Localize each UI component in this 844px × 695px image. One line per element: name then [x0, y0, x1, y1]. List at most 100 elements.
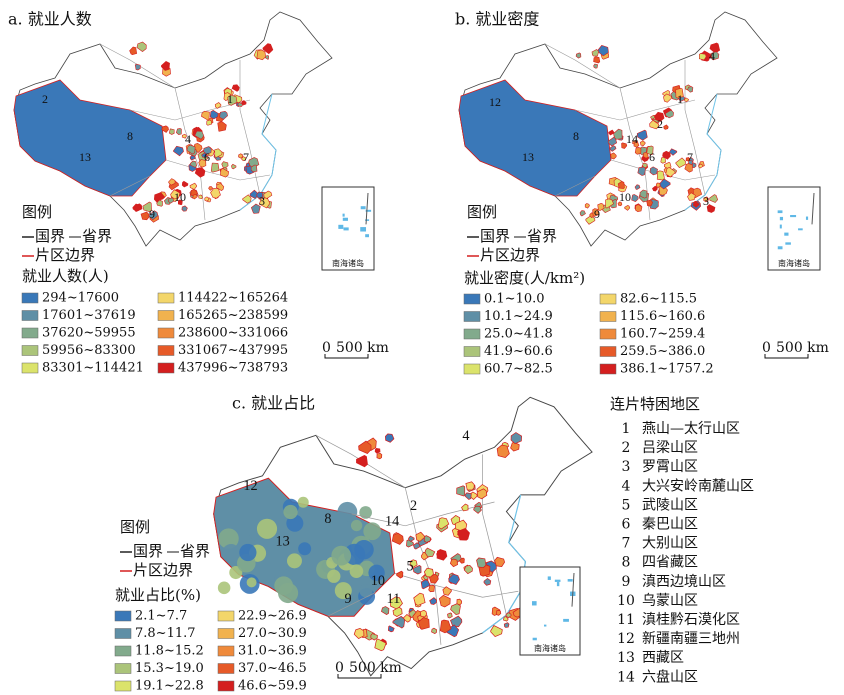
- region-patch: [663, 124, 669, 130]
- region-patch: [510, 432, 522, 445]
- region-patch: [286, 553, 302, 569]
- region-patch: [194, 130, 205, 140]
- region-patch: [510, 441, 520, 452]
- coastline: [239, 93, 277, 211]
- legend-label: 17601~37619: [42, 308, 136, 323]
- region-patch: [208, 186, 213, 191]
- region-patch: [652, 185, 658, 192]
- region-patch: [698, 163, 704, 169]
- map-label: 10: [174, 190, 186, 204]
- region-patch: [684, 163, 693, 173]
- region-patch: [189, 160, 198, 168]
- region-patch: [684, 97, 689, 103]
- legend-swatch: [599, 293, 617, 305]
- map-label: 8: [324, 511, 331, 527]
- map-label: 1: [677, 92, 683, 106]
- legend-label: 386.1~1757.2: [620, 362, 714, 377]
- region-patch: [392, 615, 406, 629]
- legend-label: 22.9~26.9: [238, 609, 307, 624]
- region-patch: [503, 616, 509, 622]
- region-patch: [239, 543, 257, 562]
- province-border: [574, 99, 696, 121]
- region-patch: [649, 166, 658, 176]
- region-number: 9: [622, 574, 631, 590]
- legend-label: 37.0~46.5: [238, 661, 307, 676]
- region-patch: [142, 201, 152, 213]
- region-patch: [610, 152, 617, 160]
- region-patch: [392, 606, 403, 618]
- region-patch: [424, 547, 436, 558]
- legend-label: 160.7~259.4: [620, 327, 705, 342]
- region-number: 6: [622, 517, 631, 533]
- island: [567, 579, 573, 582]
- scale-distance: 500 km: [349, 660, 402, 676]
- region-patch: [353, 627, 365, 640]
- region-border-label: 片区边界: [480, 246, 540, 264]
- region-patch: [591, 49, 600, 57]
- region-patch: [219, 168, 230, 178]
- region-patch: [334, 582, 352, 600]
- legend-label: 2.1~7.7: [135, 609, 187, 624]
- region-patch: [408, 535, 415, 542]
- region-patch: [428, 585, 435, 593]
- region-patch: [476, 557, 487, 568]
- region-name: 西藏区: [642, 650, 684, 666]
- legend-heading: 就业人数(人): [22, 267, 109, 285]
- legend-label: 27.0~30.9: [238, 626, 307, 641]
- region-patch: [219, 110, 228, 120]
- region-patch: [464, 492, 472, 500]
- region-patch: [359, 506, 372, 519]
- inset-border: [365, 192, 369, 225]
- region-patch: [217, 581, 231, 595]
- region-name: 燕山—太行山区: [642, 421, 740, 437]
- region-patch: [409, 559, 418, 568]
- region-patch: [283, 504, 298, 520]
- map-label: 2: [410, 498, 417, 514]
- region-patch: [419, 609, 428, 618]
- legend-label: 37620~59955: [42, 326, 136, 341]
- legend-swatch: [157, 327, 175, 339]
- map-label: 14: [385, 514, 399, 530]
- region-patch: [201, 110, 210, 121]
- legend-label: 115.6~160.6: [620, 309, 705, 324]
- region-patch: [656, 170, 665, 181]
- map-label: 13: [522, 150, 534, 164]
- provincial-border-label: 省界: [82, 227, 112, 245]
- region-patch: [457, 527, 470, 541]
- legend-swatch: [599, 311, 617, 322]
- region-patch: [215, 183, 225, 191]
- region-patch: [597, 202, 605, 211]
- region-patch: [608, 129, 615, 136]
- legend-swatch: [463, 293, 481, 305]
- legend-swatch: [463, 328, 481, 340]
- legend-label: 331067~437995: [178, 343, 288, 358]
- region-patch: [699, 53, 707, 61]
- island: [777, 210, 783, 214]
- region-patch: [439, 594, 451, 608]
- region-patch: [665, 109, 674, 119]
- region-patch: [669, 148, 678, 156]
- region-patch: [706, 204, 716, 213]
- region-patch: [609, 145, 617, 152]
- region-patch: [250, 203, 261, 214]
- region-patch: [687, 86, 694, 93]
- region-patch: [490, 625, 503, 638]
- region-patch: [175, 128, 182, 136]
- region-patch: [617, 181, 625, 189]
- legend-label: 41.9~60.6: [484, 344, 553, 359]
- region-patch: [181, 133, 187, 139]
- region-patch: [456, 485, 466, 497]
- legend-swatch: [463, 346, 481, 357]
- region-patch: [161, 125, 169, 133]
- province-border: [544, 43, 621, 89]
- region-patch: [298, 542, 312, 556]
- region-patch: [593, 63, 599, 69]
- legend-swatch: [21, 345, 39, 356]
- region-patch: [496, 444, 510, 459]
- region-patch: [613, 128, 623, 140]
- region-number: 4: [622, 478, 631, 494]
- legend-swatch: [114, 663, 132, 674]
- region-patch: [256, 518, 278, 539]
- provincial-border-label: 省界: [527, 227, 557, 245]
